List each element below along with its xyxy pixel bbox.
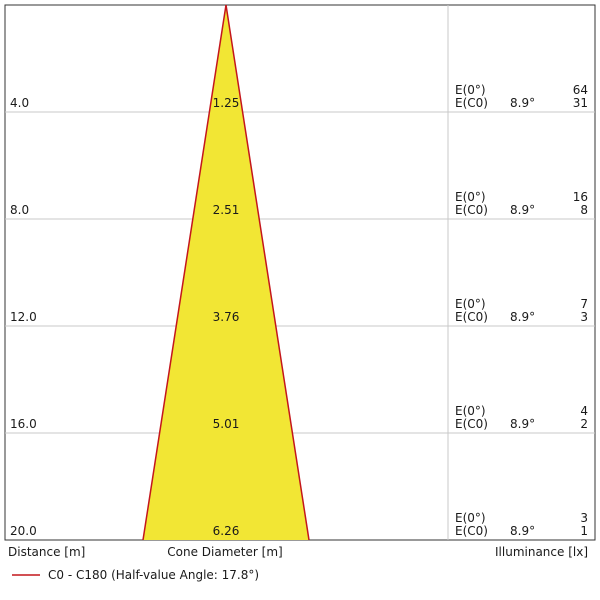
distance-tick-label: 16.0 [10,417,37,431]
ec0-label: E(C0) [455,96,488,110]
ec0-value: 2 [580,417,588,431]
chart-frame [4,4,596,541]
e0-value: 7 [580,297,588,311]
half-angle-label: 8.9° [510,203,535,217]
ec0-label: E(C0) [455,310,488,324]
e0-value: 16 [573,190,588,204]
cone-diameter-label: 2.51 [213,203,240,217]
distance-tick-label: 4.0 [10,96,29,110]
e0-label: E(0°) [455,297,486,311]
e0-label: E(0°) [455,190,486,204]
distance-tick-label: 20.0 [10,524,37,538]
distance-axis-label: Distance [m] [8,545,85,559]
half-angle-label: 8.9° [510,417,535,431]
cone-diameter-label: 1.25 [213,96,240,110]
ec0-value: 31 [573,96,588,110]
illuminance-axis-label: Illuminance [lx] [495,545,588,559]
cone-edge-left [142,4,227,541]
grid-lines [5,111,595,434]
half-angle-label: 8.9° [510,310,535,324]
diameter-axis-label: Cone Diameter [m] [167,545,282,559]
e0-value: 3 [580,511,588,525]
legend-series-label: C0 - C180 (Half-value Angle: 17.8°) [48,568,259,582]
half-angle-label: 8.9° [510,524,535,538]
e0-label: E(0°) [455,83,486,97]
cone-diameter-label: 3.76 [213,310,240,324]
ec0-value: 8 [580,203,588,217]
ec0-value: 1 [580,524,588,538]
ec0-label: E(C0) [455,203,488,217]
cone-diameter-label: 6.26 [213,524,240,538]
distance-rows: 4.0 1.25E(0°) 64E(C0) 8.9° 318.0 2.51E(0°) 16E… [10,83,588,538]
cone-edge-right [225,4,310,541]
ec0-value: 3 [580,310,588,324]
ec0-label: E(C0) [455,524,488,538]
cone-diameter-label: 5.01 [213,417,240,431]
ec0-label: E(C0) [455,417,488,431]
light-cone [143,5,309,540]
e0-label: E(0°) [455,511,486,525]
half-angle-label: 8.9° [510,96,535,110]
distance-tick-label: 12.0 [10,310,37,324]
e0-value: 64 [573,83,588,97]
e0-label: E(0°) [455,404,486,418]
distance-tick-label: 8.0 [10,203,29,217]
e0-value: 4 [580,404,588,418]
